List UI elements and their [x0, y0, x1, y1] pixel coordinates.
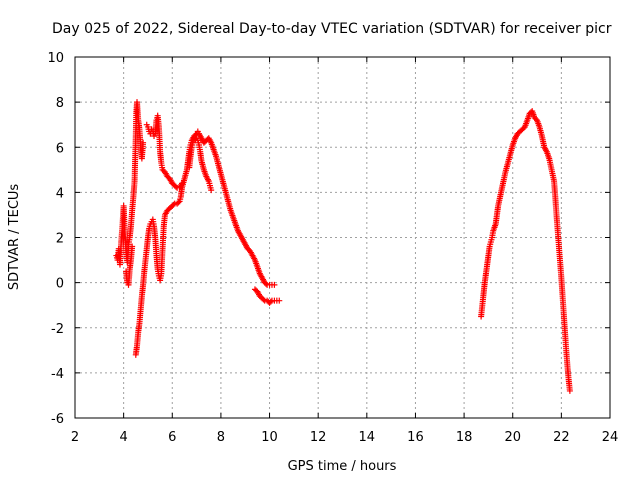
data-point [208, 187, 215, 194]
y-tick-label: 6 [56, 141, 64, 156]
data-point [129, 243, 136, 250]
data-point [260, 296, 267, 303]
x-tick-label: 12 [310, 430, 327, 445]
x-axis-label: GPS time / hours [288, 459, 397, 474]
y-tick-label: 0 [56, 277, 64, 292]
y-tick-label: 2 [56, 232, 64, 247]
data-point [170, 201, 177, 208]
y-tick-label: 8 [56, 96, 64, 111]
x-tick-label: 2 [71, 430, 79, 445]
x-tick-label: 6 [168, 430, 176, 445]
chart-title: Day 025 of 2022, Sidereal Day-to-day VTE… [52, 21, 612, 37]
x-tick-label: 18 [456, 430, 473, 445]
y-tick-label: -4 [51, 367, 64, 382]
series-arc-c [132, 128, 278, 358]
x-tick-label: 8 [217, 430, 225, 445]
grid [75, 57, 610, 418]
data-point [262, 280, 269, 287]
x-tick-label: 20 [504, 430, 521, 445]
data-marks [113, 99, 573, 394]
series-arc-g [478, 108, 573, 394]
data-point [179, 180, 185, 187]
data-point [267, 298, 274, 305]
series-arc-d [143, 112, 185, 191]
y-tick-label: -2 [51, 322, 64, 337]
x-tick-label: 16 [407, 430, 424, 445]
data-point [140, 139, 147, 146]
y-axis-label: SDTVAR / TECUs [7, 184, 22, 291]
x-tick-label: 22 [553, 430, 570, 445]
data-point [271, 281, 278, 288]
x-tick-label: 14 [359, 430, 376, 445]
data-point [276, 297, 283, 304]
data-point [175, 199, 182, 206]
x-tick-label: 24 [602, 430, 619, 445]
x-tick-label: 4 [119, 430, 127, 445]
x-tick-label: 10 [261, 430, 278, 445]
series-arc-a [113, 99, 147, 268]
y-tick-label: 10 [47, 51, 64, 66]
series-arc-f [251, 286, 283, 306]
y-tick-label: -6 [51, 412, 64, 427]
series-arc-e [186, 135, 215, 194]
series-arc-b [123, 243, 136, 288]
data-point [566, 387, 573, 394]
y-tick-label: 4 [56, 186, 64, 201]
